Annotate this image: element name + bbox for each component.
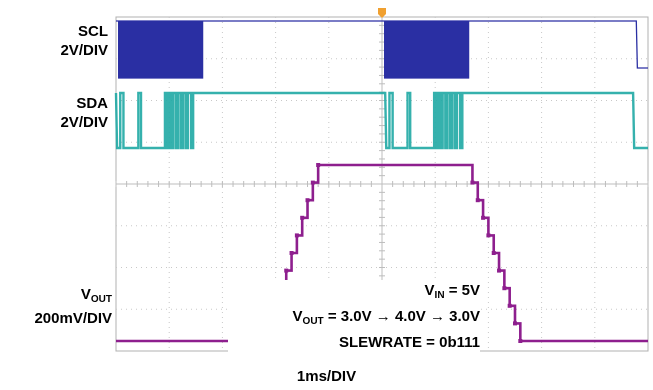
vout-step-point	[491, 251, 496, 255]
sda-name: SDA	[76, 95, 108, 112]
vout-name: VOUT	[80, 286, 112, 305]
vout-label: VOUT 200mV/DIV	[8, 285, 112, 328]
sda-scale: 2V/DIV	[60, 114, 108, 131]
sda-trace	[114, 91, 648, 150]
vout-step-point	[507, 303, 512, 308]
vout-step-point	[502, 286, 507, 291]
vout-step-point	[300, 215, 305, 220]
vout-step-point	[518, 339, 523, 343]
sda-label: SDA 2V/DIV	[58, 94, 108, 132]
slewrate-condition: SLEWRATE = 0b111	[338, 334, 480, 351]
vout-step-point	[486, 233, 491, 238]
conditions-annotation: VIN = 5V VOUT = 3.0V → 4.0V → 3.0V SLEWR…	[228, 280, 480, 353]
vout-step-point	[475, 198, 480, 203]
vout-step-point	[305, 198, 310, 203]
vout-step-point	[294, 233, 299, 238]
vin-condition: VIN = 5V	[424, 282, 480, 301]
scl-scale: 2V/DIV	[60, 42, 108, 59]
vout-scale: 200mV/DIV	[34, 310, 112, 327]
vout-step-point	[497, 268, 502, 273]
vout-step-point	[470, 180, 475, 185]
vout-step-point	[284, 268, 289, 273]
x-axis-label: 1ms/DIV	[296, 368, 357, 385]
vout-step-point	[481, 215, 486, 220]
vout-step-point	[310, 180, 315, 185]
trigger-marker-icon	[378, 8, 386, 18]
vout-step-point	[316, 163, 321, 167]
vout-step-point	[289, 251, 294, 255]
scl-label: SCL 2V/DIV	[58, 22, 108, 60]
scl-name: SCL	[78, 23, 108, 40]
vout-step-point	[513, 321, 517, 326]
vout-condition: VOUT = 3.0V → 4.0V → 3.0V	[292, 308, 480, 327]
scl-trace	[116, 20, 648, 79]
